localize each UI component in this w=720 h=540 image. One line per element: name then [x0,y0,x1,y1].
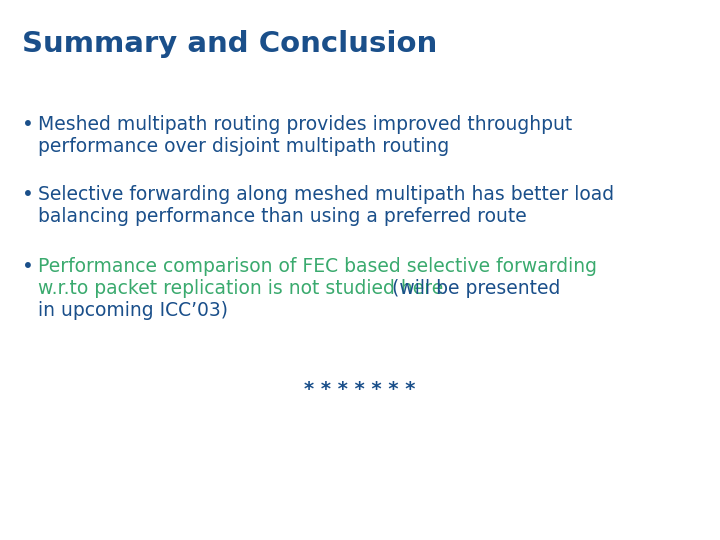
Text: in upcoming ICC’03): in upcoming ICC’03) [38,301,228,320]
Text: •: • [22,115,34,134]
Text: * * * * * * *: * * * * * * * [305,380,415,399]
Text: performance over disjoint multipath routing: performance over disjoint multipath rout… [38,137,449,156]
Text: •: • [22,257,34,276]
Text: •: • [22,185,34,204]
Text: (will be presented: (will be presented [392,279,560,298]
Text: Summary and Conclusion: Summary and Conclusion [22,30,437,58]
Text: Performance comparison of FEC based selective forwarding: Performance comparison of FEC based sele… [38,257,597,276]
Text: balancing performance than using a preferred route: balancing performance than using a prefe… [38,207,527,226]
Text: Meshed multipath routing provides improved throughput: Meshed multipath routing provides improv… [38,115,572,134]
Text: w.r.to packet replication is not studied here: w.r.to packet replication is not studied… [38,279,449,298]
Text: Selective forwarding along meshed multipath has better load: Selective forwarding along meshed multip… [38,185,614,204]
